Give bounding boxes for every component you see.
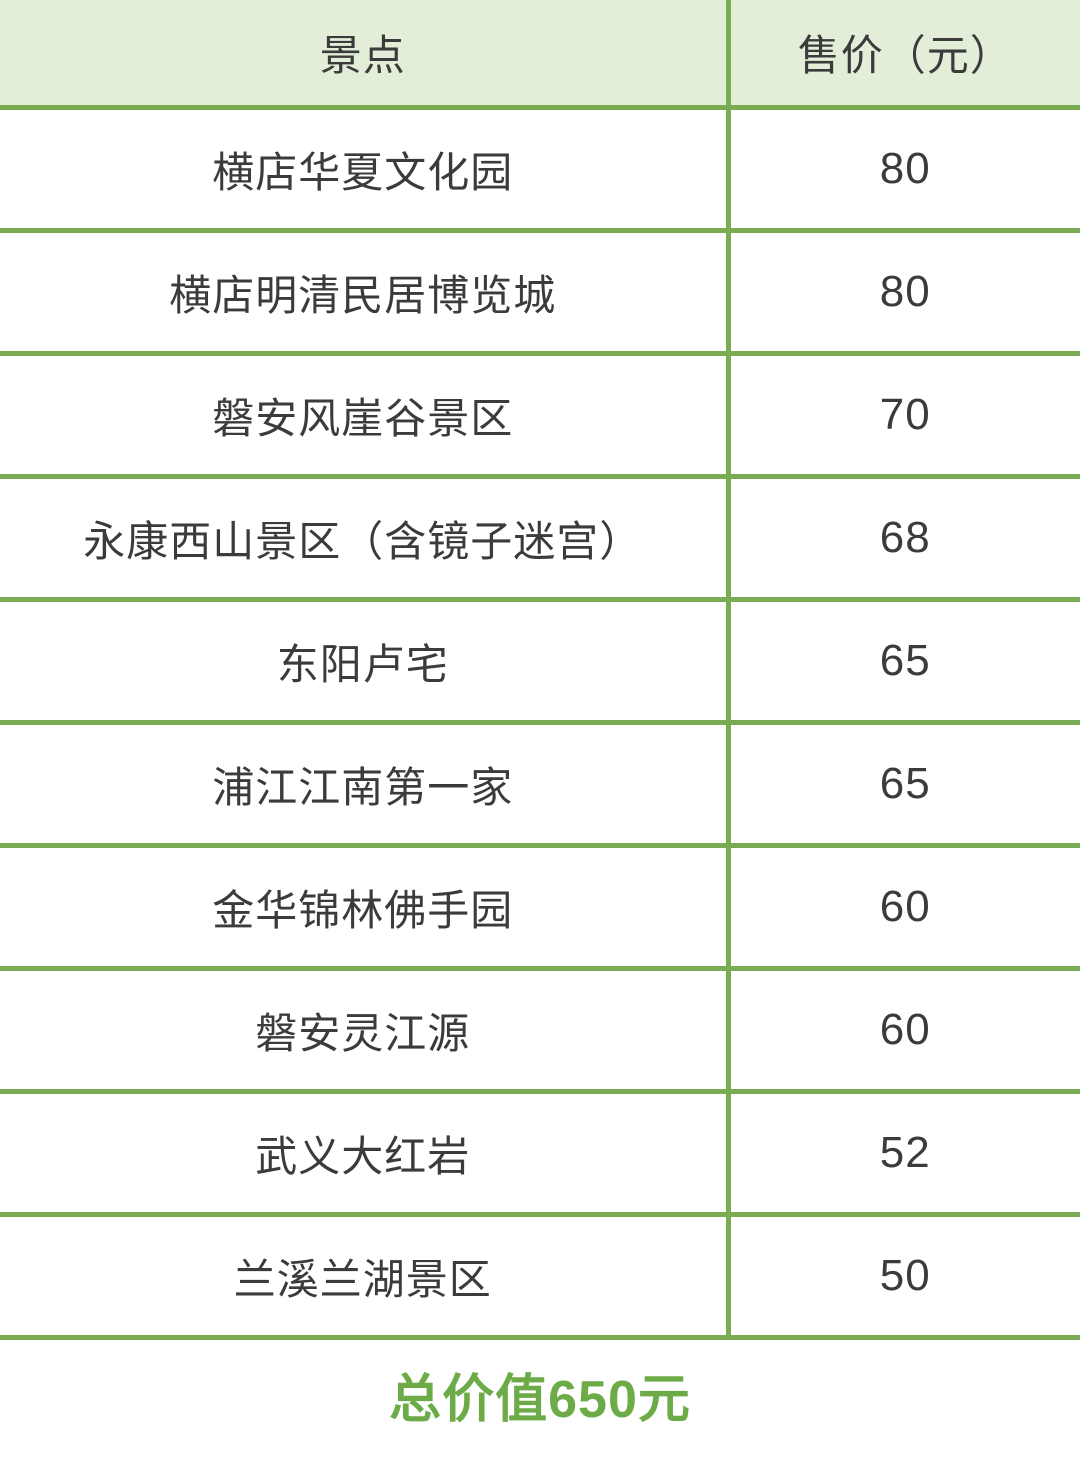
table-row: 金华锦林佛手园 60 [0, 845, 1080, 971]
cell-scenic-spot-price: 52 [728, 1091, 1080, 1217]
table-header-row: 景点 售价（元） [0, 0, 1080, 110]
cell-scenic-spot-name: 磐安灵江源 [0, 968, 731, 1094]
table-body: 横店华夏文化园 80 横店明清民居博览城 80 磐安风崖谷景区 70 永康西山景区（含镜子迷… [0, 107, 1080, 1340]
cell-scenic-spot-price: 80 [728, 107, 1080, 233]
cell-scenic-spot-price: 80 [728, 230, 1080, 356]
cell-scenic-spot-name: 东阳卢宅 [0, 599, 731, 725]
cell-scenic-spot-price: 50 [728, 1214, 1080, 1340]
cell-scenic-spot-price: 60 [728, 845, 1080, 971]
cell-scenic-spot-price: 60 [728, 968, 1080, 1094]
cell-scenic-spot-name: 磐安风崖谷景区 [0, 353, 731, 479]
column-header-price: 售价（元） [728, 0, 1080, 110]
cell-scenic-spot-price: 68 [728, 476, 1080, 602]
cell-scenic-spot-name: 永康西山景区（含镜子迷宫） [0, 476, 731, 602]
cell-scenic-spot-name: 武义大红岩 [0, 1091, 731, 1217]
table-row: 横店华夏文化园 80 [0, 107, 1080, 233]
cell-scenic-spot-name: 横店华夏文化园 [0, 107, 731, 233]
table-row: 磐安灵江源 60 [0, 968, 1080, 1094]
cell-scenic-spot-name: 兰溪兰湖景区 [0, 1214, 731, 1340]
cell-scenic-spot-price: 65 [728, 599, 1080, 725]
table-row: 兰溪兰湖景区 50 [0, 1214, 1080, 1340]
table-row: 横店明清民居博览城 80 [0, 230, 1080, 356]
table-row: 武义大红岩 52 [0, 1091, 1080, 1217]
cell-scenic-spot-name: 横店明清民居博览城 [0, 230, 731, 356]
total-value-row: 总价值650元 [0, 1340, 1080, 1460]
column-header-scenic-spot: 景点 [0, 0, 731, 110]
table-row: 浦江江南第一家 65 [0, 722, 1080, 848]
cell-scenic-spot-price: 70 [728, 353, 1080, 479]
cell-scenic-spot-name: 金华锦林佛手园 [0, 845, 731, 971]
table-row: 东阳卢宅 65 [0, 599, 1080, 725]
table-row: 磐安风崖谷景区 70 [0, 353, 1080, 479]
scenic-spot-price-table: 景点 售价（元） 横店华夏文化园 80 横店明清民居博览城 80 磐安风崖谷景区 70 永康… [0, 0, 1080, 1340]
cell-scenic-spot-name: 浦江江南第一家 [0, 722, 731, 848]
cell-scenic-spot-price: 65 [728, 722, 1080, 848]
table-row: 永康西山景区（含镜子迷宫） 68 [0, 476, 1080, 602]
total-value-label: 总价值650元 [389, 1371, 691, 1429]
table-header: 景点 售价（元） [0, 0, 1080, 110]
